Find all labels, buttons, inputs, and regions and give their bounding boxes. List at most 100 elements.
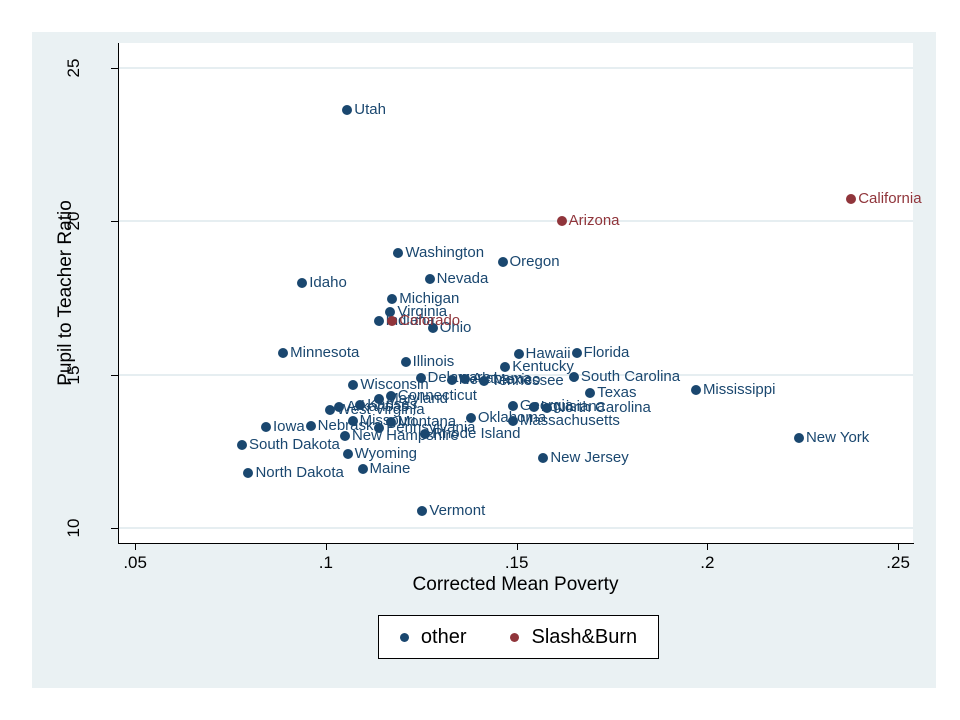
data-point-label: Montana bbox=[397, 413, 457, 431]
data-point bbox=[585, 388, 596, 399]
data-point-label: South Carolina bbox=[580, 368, 681, 386]
data-point-label: Vermont bbox=[429, 501, 486, 519]
data-point bbox=[528, 401, 539, 412]
data-point-label: Oregon bbox=[509, 252, 560, 270]
data-point-label: New York bbox=[805, 429, 870, 447]
legend-label-other: other bbox=[420, 625, 467, 648]
x-tick-label: .15 bbox=[504, 553, 529, 572]
data-point-label: Rhode Island bbox=[432, 425, 521, 443]
data-point-label: Delaware bbox=[428, 369, 491, 386]
legend-label-slashburn: Slash&Burn bbox=[531, 625, 638, 648]
data-point-label: Virginia bbox=[397, 303, 448, 321]
data-point-label: Utah bbox=[354, 101, 386, 119]
data-point-label: Wisconsin bbox=[360, 375, 429, 393]
data-point bbox=[324, 404, 335, 415]
data-point bbox=[387, 316, 398, 327]
data-point bbox=[446, 375, 457, 386]
y-tick-mark bbox=[111, 374, 118, 376]
legend-item-other: other bbox=[399, 625, 467, 649]
data-point-label: Iowa bbox=[273, 417, 305, 435]
y-gridline bbox=[118, 526, 913, 529]
data-point bbox=[571, 347, 582, 358]
data-point bbox=[542, 403, 553, 414]
data-point bbox=[385, 390, 396, 401]
data-point-label: Maine bbox=[369, 459, 411, 477]
data-point-label: New Mexico bbox=[458, 371, 541, 389]
y-tick-label: 10 bbox=[64, 518, 83, 538]
data-point-label: Mississippi bbox=[702, 381, 776, 399]
x-tick-mark bbox=[325, 544, 327, 550]
data-point bbox=[347, 415, 358, 426]
data-point-label: Michigan bbox=[399, 290, 460, 308]
data-point-label: Minnesota bbox=[290, 343, 360, 361]
data-point bbox=[690, 385, 701, 396]
x-tick-mark bbox=[707, 544, 709, 550]
y-gridline bbox=[118, 67, 913, 70]
figure-area: 10 15 20 25.05.1.15.2.25 Utah Washington Oreg… bbox=[32, 32, 936, 688]
data-point bbox=[460, 374, 471, 385]
data-point bbox=[497, 256, 508, 267]
data-point-label: Idaho bbox=[309, 274, 347, 292]
data-point-label: Colorado bbox=[399, 312, 461, 330]
x-tick-mark bbox=[516, 544, 518, 550]
data-point-label: Nevada bbox=[436, 270, 489, 288]
legend-item-slashburn: Slash&Burn bbox=[510, 626, 637, 649]
x-tick-mark bbox=[898, 544, 900, 550]
data-point-label: Washington bbox=[405, 243, 485, 261]
legend-box: other Slash&Burn bbox=[378, 615, 659, 659]
x-tick-label: .05 bbox=[123, 553, 147, 572]
data-point-label: West Virginia bbox=[336, 400, 425, 418]
x-axis-title: Corrected Mean Poverty bbox=[412, 574, 619, 595]
data-point-label: Illinois bbox=[412, 352, 455, 370]
data-point bbox=[236, 439, 247, 450]
data-point-label: New Hampshire bbox=[351, 427, 459, 444]
data-point-label: North Carolina bbox=[554, 399, 651, 417]
data-point bbox=[568, 372, 579, 383]
data-point-label: California bbox=[858, 190, 922, 208]
data-point bbox=[538, 453, 549, 464]
data-point bbox=[243, 468, 254, 479]
data-point-label: Arkansas bbox=[346, 397, 409, 415]
data-point bbox=[374, 394, 385, 405]
plot-area bbox=[118, 43, 913, 543]
data-point bbox=[793, 433, 804, 444]
data-point-label: Florida bbox=[583, 343, 630, 361]
data-point-label: Louisiana bbox=[540, 397, 606, 415]
data-point-label: Indiana bbox=[385, 312, 435, 330]
data-point bbox=[339, 431, 350, 441]
x-axis-line bbox=[118, 543, 914, 544]
data-point bbox=[357, 463, 368, 474]
data-point bbox=[417, 505, 428, 516]
y-axis-title: Pupil to Teacher Ratio bbox=[55, 200, 76, 386]
data-point-label: Arizona bbox=[568, 212, 620, 230]
data-point-label: Hawaii bbox=[525, 344, 571, 362]
y-gridline bbox=[118, 220, 913, 223]
data-point bbox=[415, 372, 426, 383]
data-point bbox=[513, 348, 524, 359]
x-tick-label: .2 bbox=[700, 553, 715, 572]
data-point-label: Pennsylvania bbox=[386, 419, 476, 437]
data-point bbox=[385, 417, 396, 428]
data-point-label: Massachusetts bbox=[519, 411, 620, 429]
y-tick-mark bbox=[111, 527, 118, 529]
data-point bbox=[846, 194, 857, 205]
data-point bbox=[424, 274, 435, 285]
data-point bbox=[278, 347, 289, 358]
data-point bbox=[385, 307, 396, 318]
slashburn-series-dot-icon bbox=[510, 632, 520, 642]
data-point-label: Connecticut bbox=[397, 386, 477, 404]
x-tick-label: .1 bbox=[318, 553, 333, 572]
data-point bbox=[355, 399, 366, 410]
data-point bbox=[465, 412, 476, 423]
data-point bbox=[305, 421, 316, 432]
data-point-label: Maryland bbox=[386, 390, 448, 408]
x-tick-label: .25 bbox=[886, 553, 910, 572]
data-point bbox=[348, 379, 359, 390]
y-tick-label: 25 bbox=[64, 58, 83, 78]
data-point-label: Ohio bbox=[439, 319, 472, 337]
data-point-label: Wyoming bbox=[354, 445, 418, 463]
data-point bbox=[374, 423, 385, 434]
data-point bbox=[500, 361, 511, 372]
data-point-label: Kansas bbox=[367, 395, 418, 413]
data-point bbox=[427, 323, 438, 334]
